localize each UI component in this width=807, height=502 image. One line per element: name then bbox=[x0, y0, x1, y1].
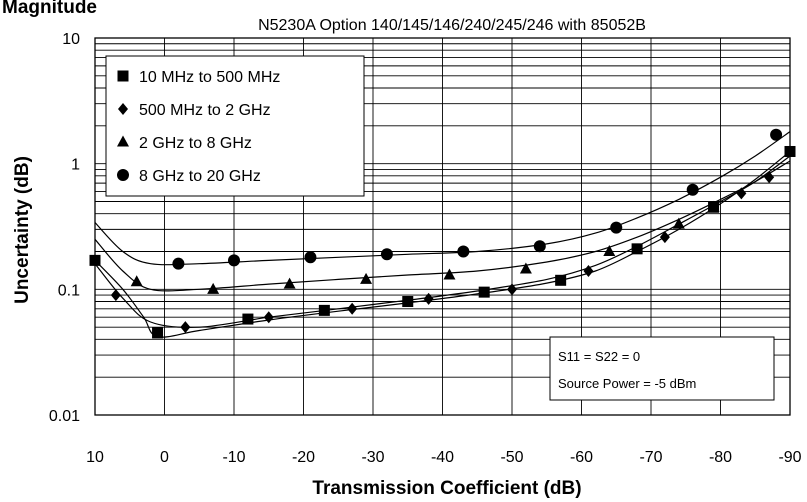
x-tick-label: -30 bbox=[361, 449, 384, 466]
data-point bbox=[172, 257, 185, 270]
note-line-2: Source Power = -5 dBm bbox=[558, 376, 696, 391]
fit-curves bbox=[94, 131, 791, 338]
data-point bbox=[583, 264, 594, 277]
x-tick-label: -20 bbox=[292, 449, 315, 466]
data-point bbox=[228, 254, 240, 267]
x-axis-label: Transmission Coefficient (dB) bbox=[312, 478, 581, 499]
data-point bbox=[380, 248, 393, 261]
legend-entry: 2 GHz to 8 GHz bbox=[139, 135, 252, 152]
y-tick-label: 0.1 bbox=[58, 282, 80, 299]
series-curve bbox=[94, 155, 791, 329]
note-line-1: S11 = S22 = 0 bbox=[558, 349, 640, 364]
data-point bbox=[443, 268, 456, 280]
data-point bbox=[707, 200, 720, 212]
legend-marker bbox=[117, 135, 129, 147]
legend-entry: 500 MHz to 2 GHz bbox=[139, 102, 271, 119]
data-point bbox=[152, 327, 164, 339]
data-point bbox=[318, 304, 330, 316]
data-point bbox=[631, 243, 643, 255]
data-point bbox=[686, 183, 699, 196]
x-tick-label: -80 bbox=[709, 449, 732, 466]
data-point bbox=[672, 217, 685, 229]
y-tick-label: 10 bbox=[62, 31, 80, 48]
data-point bbox=[784, 145, 796, 157]
x-tick-label: -90 bbox=[778, 449, 801, 466]
data-point bbox=[736, 187, 747, 200]
data-point bbox=[402, 296, 414, 308]
data-point bbox=[283, 277, 296, 289]
x-tick-label: -60 bbox=[570, 449, 593, 466]
data-point bbox=[555, 274, 567, 286]
chart-heading: Magnitude bbox=[2, 0, 97, 18]
x-tick-label: 0 bbox=[160, 449, 169, 466]
data-point bbox=[347, 302, 358, 315]
data-point bbox=[659, 231, 670, 244]
data-point bbox=[423, 292, 434, 305]
data-point bbox=[304, 251, 317, 264]
legend-marker bbox=[117, 70, 129, 82]
data-point bbox=[603, 245, 616, 257]
data-point bbox=[110, 289, 121, 302]
conditions-note: S11 = S22 = 0 Source Power = -5 dBm bbox=[549, 336, 775, 401]
y-axis-label: Uncertainty (dB) bbox=[12, 156, 33, 304]
y-tick-label: 0.01 bbox=[49, 408, 80, 425]
x-tick-label: -50 bbox=[500, 449, 523, 466]
series-curve bbox=[94, 151, 791, 338]
data-point bbox=[507, 283, 517, 296]
legend: 10 MHz to 500 MHz 500 MHz to 2 GHz 2 GHz t… bbox=[105, 55, 365, 197]
legend-box bbox=[105, 55, 365, 197]
y-tick-label: 1 bbox=[71, 157, 80, 174]
chart-title: N5230A Option 140/145/146/240/245/246 wi… bbox=[258, 17, 646, 34]
conditions-note-box bbox=[549, 336, 775, 401]
x-tick-label: -40 bbox=[431, 449, 454, 466]
data-point bbox=[519, 262, 532, 274]
data-markers bbox=[89, 128, 796, 339]
data-point bbox=[89, 254, 101, 266]
data-point bbox=[180, 321, 191, 334]
series-curve bbox=[94, 131, 791, 266]
legend-entry: 8 GHz to 20 GHz bbox=[139, 168, 261, 185]
x-tick-label: -10 bbox=[222, 449, 245, 466]
legend-marker bbox=[118, 103, 128, 115]
series-curve bbox=[94, 160, 791, 292]
data-point bbox=[610, 221, 623, 234]
data-point bbox=[263, 311, 274, 324]
data-point bbox=[770, 128, 783, 141]
x-tick-label: -70 bbox=[639, 449, 662, 466]
legend-marker bbox=[117, 169, 129, 181]
data-point bbox=[360, 272, 373, 284]
legend-entry: 10 MHz to 500 MHz bbox=[139, 69, 280, 86]
data-point bbox=[533, 240, 546, 253]
data-point bbox=[457, 245, 470, 258]
data-point bbox=[242, 313, 254, 325]
x-tick-labels: 10 0 -10 -20 -30 -40 -50 -60 -70 -80 -90 bbox=[86, 449, 802, 466]
data-point bbox=[207, 282, 220, 294]
plot-area bbox=[94, 37, 791, 416]
data-point bbox=[130, 275, 143, 287]
y-tick-labels: 10 1 0.1 0.01 bbox=[49, 31, 80, 425]
data-point bbox=[478, 286, 490, 298]
data-point bbox=[764, 171, 775, 184]
x-tick-label: 10 bbox=[86, 449, 104, 466]
